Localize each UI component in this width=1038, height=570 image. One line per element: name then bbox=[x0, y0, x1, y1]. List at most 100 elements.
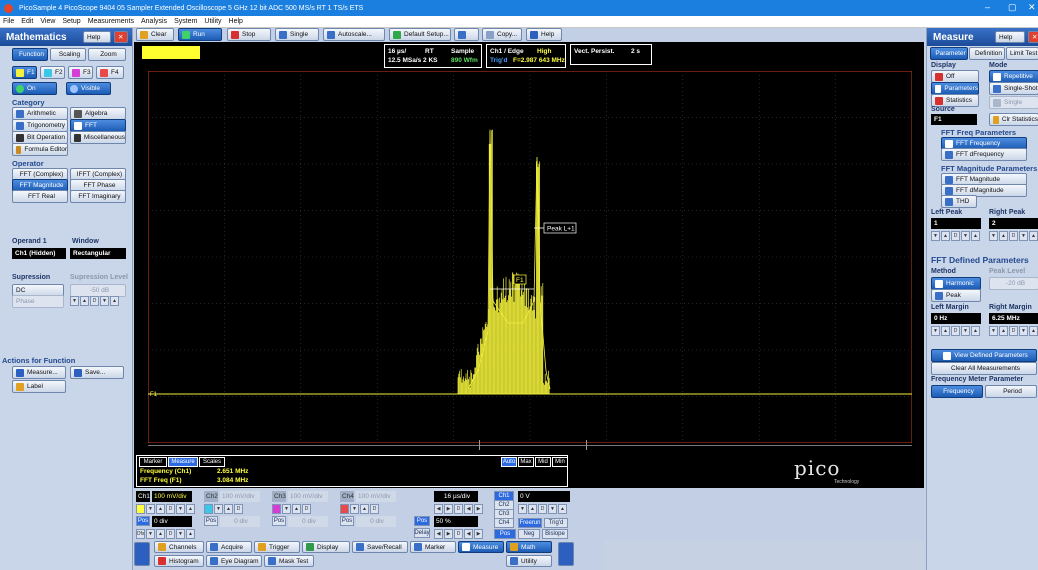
dl-left[interactable]: ◀ bbox=[434, 529, 443, 539]
measure-button[interactable]: Measure bbox=[458, 541, 504, 553]
category-formula-editor[interactable]: Formula Editor bbox=[12, 143, 68, 156]
slope-pos-button[interactable]: Pos bbox=[494, 529, 516, 539]
trigger-level-value[interactable]: 0 V bbox=[518, 491, 570, 502]
menu-utility[interactable]: Utility bbox=[204, 18, 222, 25]
mode-min[interactable]: Min bbox=[552, 457, 568, 467]
rp-up2[interactable]: ▲ bbox=[1029, 231, 1038, 241]
step-down[interactable]: ▼ bbox=[70, 296, 79, 306]
ch1-down2[interactable]: ▼ bbox=[176, 504, 185, 514]
ch1-ofs-up[interactable]: ▲ bbox=[156, 529, 165, 539]
left-peak-stepper[interactable]: ▼ ▲ D ▼ ▲ bbox=[931, 231, 980, 241]
ch4-scale-stepper[interactable]: ▼ ▲ D bbox=[340, 504, 379, 514]
category-bit-operation[interactable]: Bit Operation bbox=[12, 131, 68, 144]
fft-dfrequency-button[interactable]: FFT dFrequency bbox=[941, 148, 1027, 161]
tl-up2[interactable]: ▲ bbox=[558, 504, 567, 514]
left-margin-value[interactable]: 0 Hz bbox=[931, 313, 981, 324]
default-setup-button[interactable]: Default Setup... bbox=[389, 28, 451, 41]
single-button[interactable]: Single bbox=[275, 28, 319, 41]
left-close-button[interactable]: ✕ bbox=[114, 31, 128, 43]
measure-action-button[interactable]: Measure... bbox=[12, 366, 66, 379]
rm-down2[interactable]: ▼ bbox=[1019, 326, 1028, 336]
ch1-up2[interactable]: ▲ bbox=[186, 504, 195, 514]
peak-level-field[interactable]: -20 dB bbox=[989, 277, 1038, 290]
dl-left2[interactable]: ◀ bbox=[464, 529, 473, 539]
rp-down2[interactable]: ▼ bbox=[1019, 231, 1028, 241]
scope-display[interactable]: 16 µs/ RT Sample 12.5 MSa/s 2 KS 890 Wfm… bbox=[134, 42, 924, 488]
lm-down2[interactable]: ▼ bbox=[961, 326, 970, 336]
lm-up2[interactable]: ▲ bbox=[971, 326, 980, 336]
function-f1-button[interactable]: F1 bbox=[12, 66, 37, 79]
menu-measurements[interactable]: Measurements bbox=[87, 18, 134, 25]
rp-d[interactable]: D bbox=[1009, 231, 1018, 241]
math-button[interactable]: Math bbox=[506, 541, 552, 553]
lp-down2[interactable]: ▼ bbox=[961, 231, 970, 241]
nav-left-icon[interactable] bbox=[134, 542, 150, 566]
delay-stepper[interactable]: ◀ ▶ D ◀ ▶ bbox=[434, 529, 483, 539]
dl-right[interactable]: ▶ bbox=[444, 529, 453, 539]
slope-neg-button[interactable]: Neg bbox=[518, 529, 540, 539]
lm-d[interactable]: D bbox=[951, 326, 960, 336]
lp-d[interactable]: D bbox=[951, 231, 960, 241]
close-button[interactable]: ✕ bbox=[1028, 2, 1036, 12]
freerun-button[interactable]: Freerun bbox=[518, 518, 542, 528]
operator-fft-real[interactable]: FFT Real bbox=[12, 190, 68, 203]
ch1-ofs-up2[interactable]: ▲ bbox=[186, 529, 195, 539]
menu-edit[interactable]: Edit bbox=[21, 18, 34, 25]
eye-diagram-button[interactable]: Eye Diagram bbox=[206, 555, 262, 567]
trigger-button[interactable]: Trigger bbox=[254, 541, 300, 553]
step-up[interactable]: ▲ bbox=[80, 296, 89, 306]
tl-d[interactable]: D bbox=[538, 504, 547, 514]
ch4-position[interactable]: 0 div bbox=[356, 516, 396, 527]
right-peak-stepper[interactable]: ▼ ▲ D ▼ ▲ bbox=[989, 231, 1038, 241]
ch2-scale-stepper[interactable]: ▼ ▲ D bbox=[204, 504, 243, 514]
view-defined-parameters-button[interactable]: View Defined Parameters bbox=[931, 349, 1037, 362]
ch3-scale[interactable]: 100 mV/div bbox=[288, 491, 328, 502]
right-help-button[interactable]: Help bbox=[995, 31, 1025, 43]
menu-view[interactable]: View bbox=[40, 18, 56, 25]
tb-d[interactable]: D bbox=[454, 504, 463, 514]
timebase-scale[interactable]: 16 µs/div bbox=[434, 491, 478, 502]
rp-up[interactable]: ▲ bbox=[999, 231, 1008, 241]
clear-all-measurements-button[interactable]: Clear All Measurements bbox=[931, 362, 1037, 375]
timebase-stepper[interactable]: ◀ ▶ D ◀ ▶ bbox=[434, 504, 483, 514]
ch4-down[interactable]: ▼ bbox=[350, 504, 359, 514]
tb-right2[interactable]: ▶ bbox=[474, 504, 483, 514]
ch1-down[interactable]: ▼ bbox=[146, 504, 155, 514]
left-help-button[interactable]: Help bbox=[83, 31, 111, 43]
stop-button[interactable]: Stop bbox=[227, 28, 271, 41]
ch2-position[interactable]: 0 div bbox=[220, 516, 260, 527]
period-button[interactable]: Period bbox=[985, 385, 1037, 398]
tab-definition[interactable]: Definition bbox=[969, 47, 1005, 60]
save-recall-button[interactable]: Save/Recall bbox=[352, 541, 408, 553]
clear-button[interactable]: Clear bbox=[136, 28, 174, 41]
run-button[interactable]: Run bbox=[178, 28, 222, 41]
left-margin-stepper[interactable]: ▼ ▲ D ▼ ▲ bbox=[931, 326, 980, 336]
ch2-up[interactable]: ▲ bbox=[224, 504, 233, 514]
mode-mid[interactable]: Mid bbox=[535, 457, 551, 467]
menu-file[interactable]: File bbox=[3, 18, 15, 25]
marker-button[interactable]: Marker bbox=[410, 541, 456, 553]
rm-down[interactable]: ▼ bbox=[989, 326, 998, 336]
step-down2[interactable]: ▼ bbox=[100, 296, 109, 306]
maximize-button[interactable]: ▢ bbox=[1008, 2, 1017, 12]
ch2-scale[interactable]: 100 mV/div bbox=[220, 491, 260, 502]
ch1-up[interactable]: ▲ bbox=[156, 504, 165, 514]
ch1-ofs-down2[interactable]: ▼ bbox=[176, 529, 185, 539]
right-margin-value[interactable]: 6.25 MHz bbox=[989, 313, 1038, 324]
ch3-position[interactable]: 0 div bbox=[288, 516, 328, 527]
menu-setup[interactable]: Setup bbox=[62, 18, 81, 25]
ch2-d[interactable]: D bbox=[234, 504, 243, 514]
menu-analysis[interactable]: Analysis bbox=[140, 18, 168, 25]
ch1-scale[interactable]: 100 mV/div bbox=[152, 491, 192, 502]
mask-test-button[interactable]: Mask Test bbox=[264, 555, 314, 567]
operand-select[interactable]: Ch1 (Hidden) bbox=[12, 248, 66, 259]
tab-scaling[interactable]: Scaling bbox=[50, 48, 86, 61]
rm-up2[interactable]: ▲ bbox=[1029, 326, 1038, 336]
function-f3-button[interactable]: F3 bbox=[68, 66, 93, 79]
ch3-up[interactable]: ▲ bbox=[292, 504, 301, 514]
step-up2[interactable]: ▲ bbox=[110, 296, 119, 306]
tl-down[interactable]: ▼ bbox=[518, 504, 527, 514]
tb-right[interactable]: ▶ bbox=[444, 504, 453, 514]
ch3-scale-stepper[interactable]: ▼ ▲ D bbox=[272, 504, 311, 514]
display-button[interactable]: Display bbox=[302, 541, 350, 553]
